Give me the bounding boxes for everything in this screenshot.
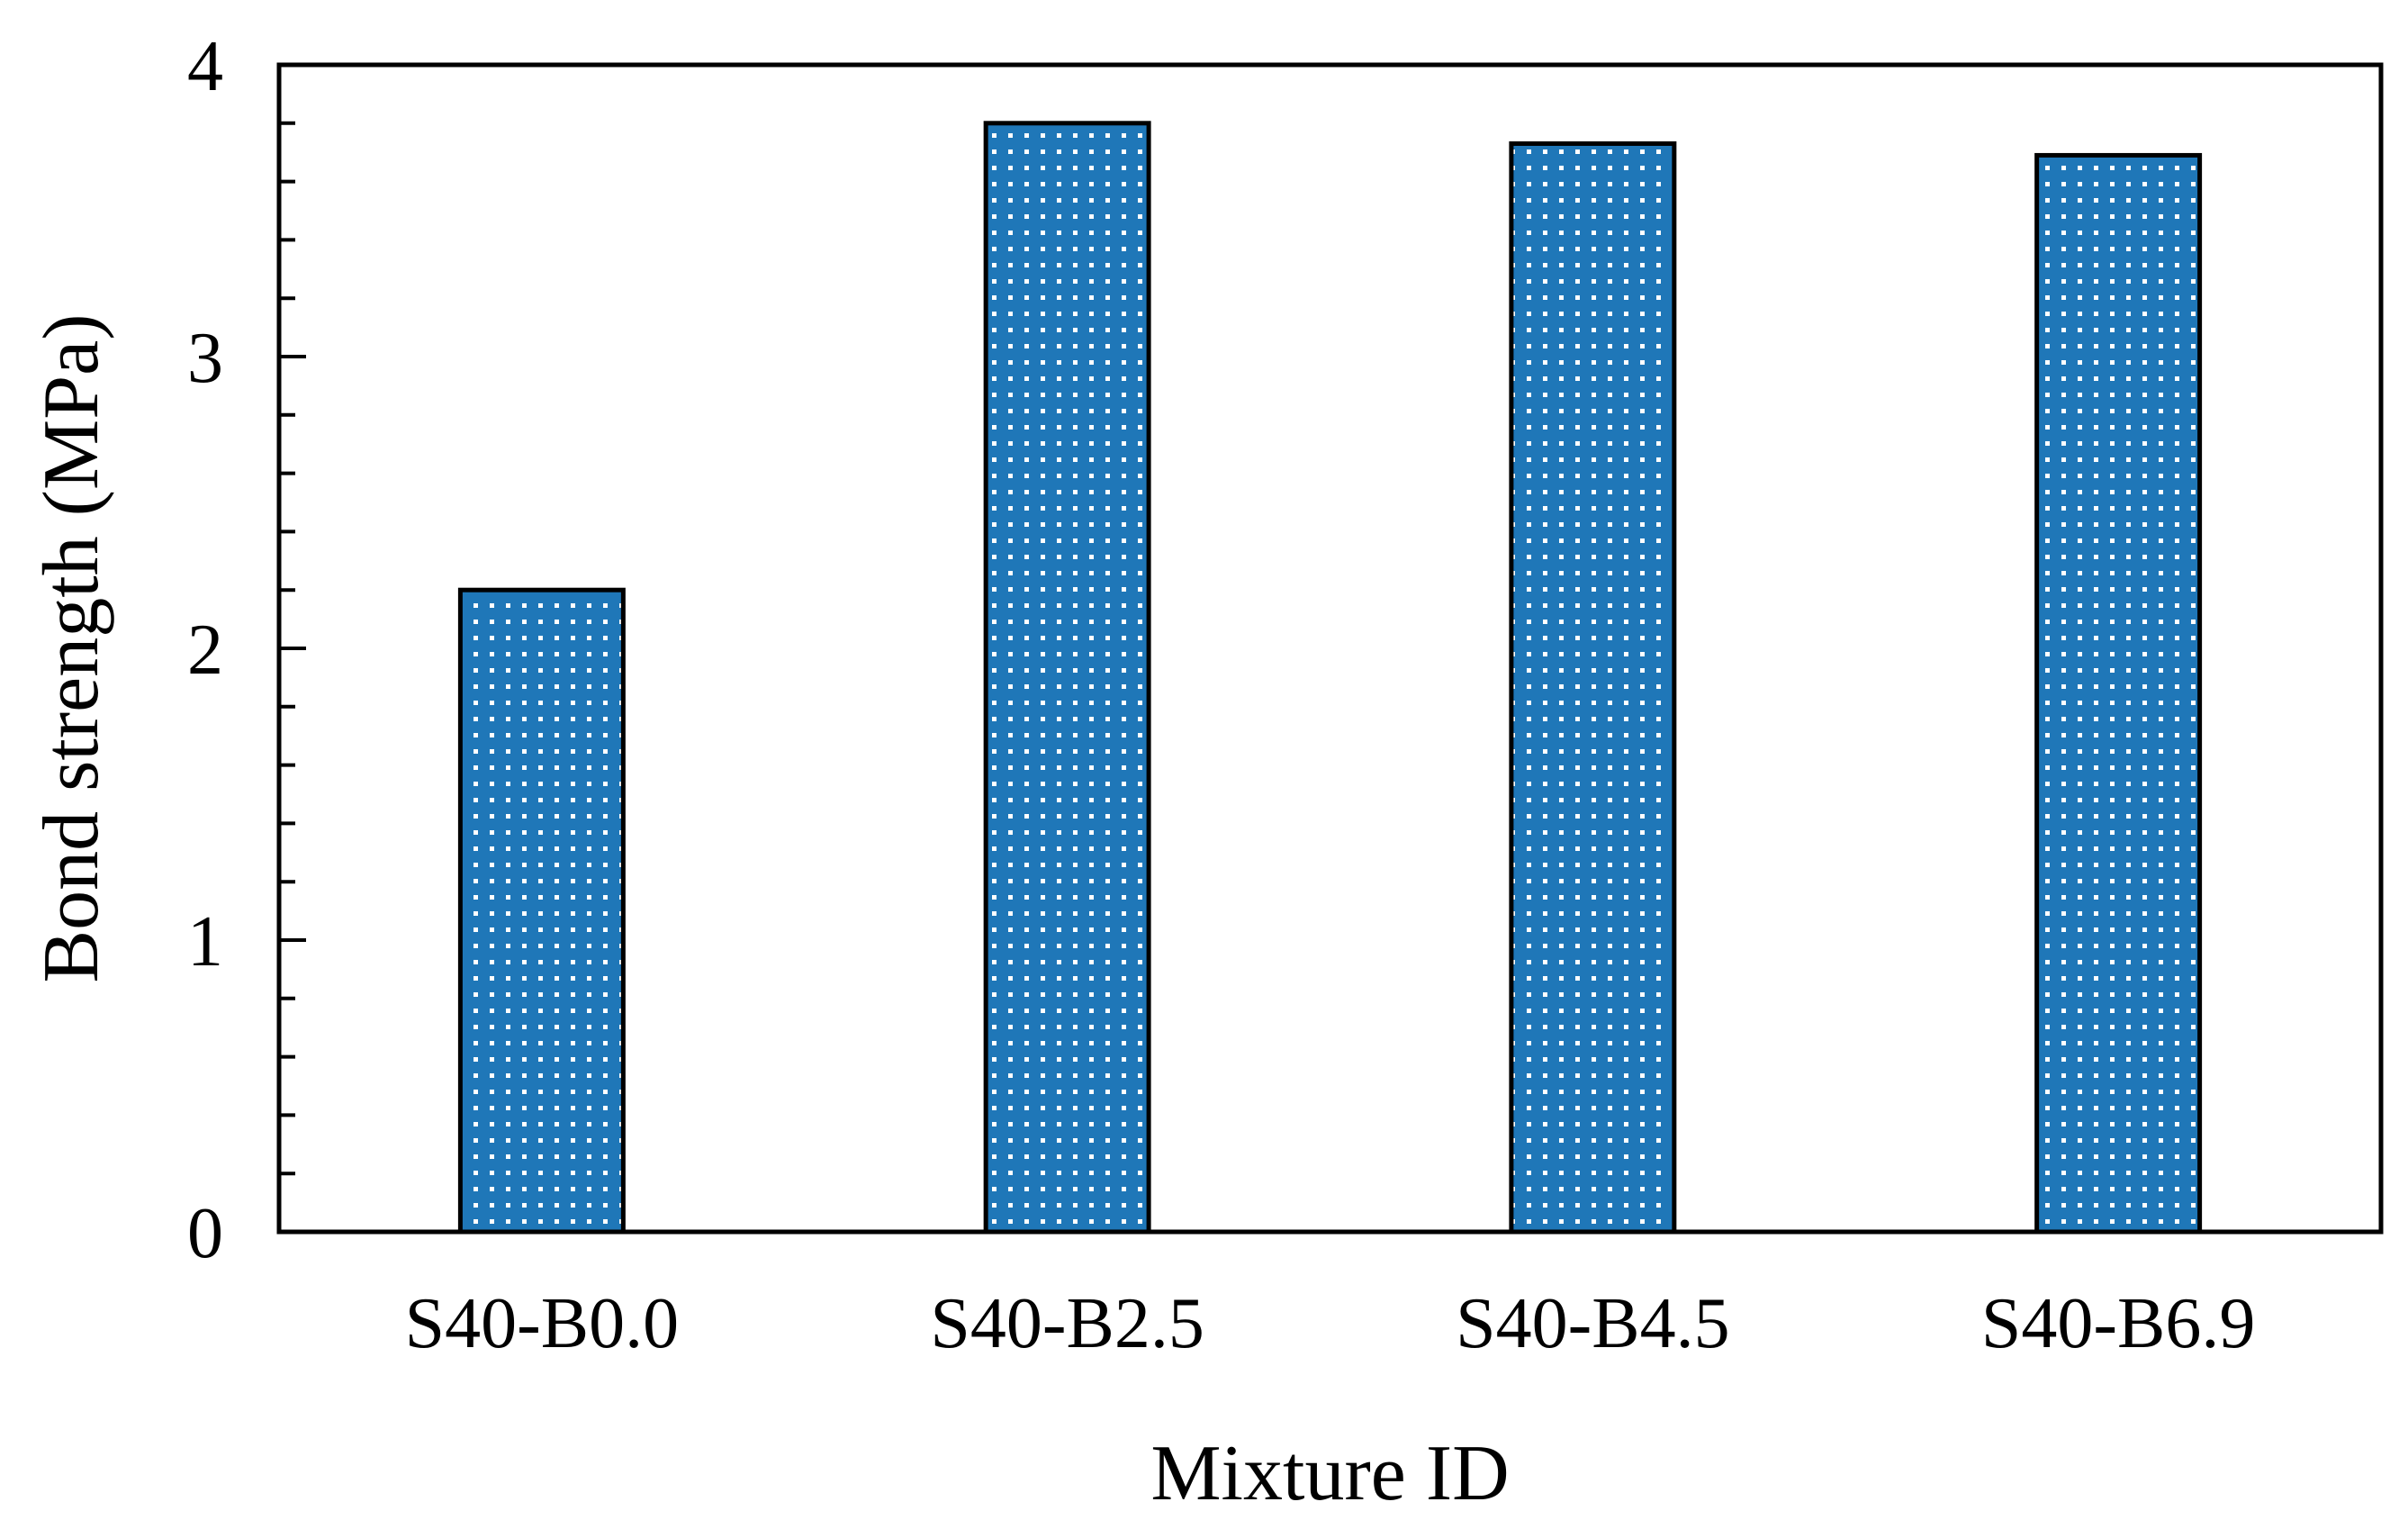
bar-S40-B2.5 [983, 121, 1151, 1235]
bars-layer [457, 121, 2203, 1235]
y-tick-label: 3 [187, 319, 223, 398]
y-tick-label: 1 [187, 902, 223, 982]
x-tick-label: S40-B6.9 [1981, 1284, 2256, 1363]
x-axis-title: Mixture ID [1150, 1430, 1509, 1517]
y-tick-label: 4 [187, 27, 223, 106]
y-tick-label: 2 [187, 611, 223, 690]
x-axis: S40-B0.0 S40-B2.5 S40-B4.5 S40-B6.9 [405, 1284, 2256, 1363]
bar-S40-B6.9 [2034, 152, 2203, 1235]
x-tick-label: S40-B4.5 [1456, 1284, 1730, 1363]
y-axis-title: Bond strength (MPa) [28, 313, 115, 982]
bar-S40-B0.0 [457, 587, 626, 1235]
y-axis: 0 1 2 3 4 [187, 27, 306, 1273]
x-tick-label: S40-B0.0 [405, 1284, 680, 1363]
bar-S40-B4.5 [1509, 140, 1677, 1235]
x-tick-label: S40-B2.5 [930, 1284, 1204, 1363]
y-tick-label: 0 [187, 1194, 223, 1273]
